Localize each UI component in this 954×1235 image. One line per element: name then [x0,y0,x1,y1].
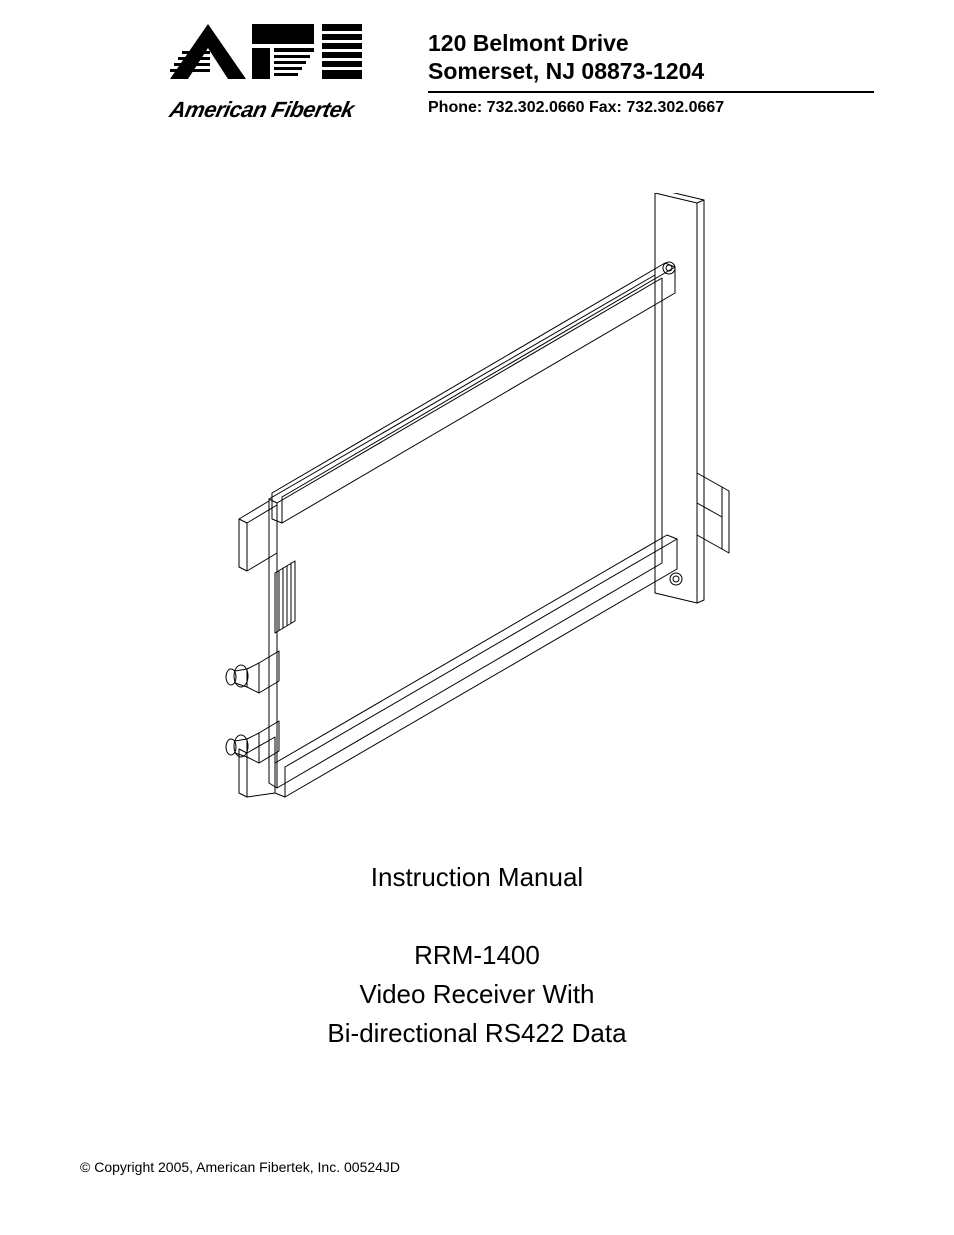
company-name: American Fibertek [167,97,413,123]
contact-line: Phone: 732.302.0660 Fax: 732.302.0667 [428,99,874,117]
afi-logo-icon [170,24,370,84]
logo-block: American Fibertek [170,24,410,123]
header-divider [428,91,874,93]
address-line-1: 120 Belmont Drive [428,30,874,58]
copyright-footer: © Copyright 2005, American Fibertek, Inc… [80,1159,400,1175]
title-line-4: Bi-directional RS422 Data [0,1014,954,1053]
page-header: American Fibertek 120 Belmont Drive Some… [0,0,954,123]
product-diagram-container [0,193,954,798]
title-line-3: Video Receiver With [0,975,954,1014]
address-block: 120 Belmont Drive Somerset, NJ 08873-120… [428,30,874,117]
document-title-block: Instruction Manual RRM-1400 Video Receiv… [0,858,954,1053]
address-line-2: Somerset, NJ 08873-1204 [428,58,874,86]
title-line-2: RRM-1400 [0,936,954,975]
title-line-1: Instruction Manual [0,858,954,897]
product-diagram [217,193,737,798]
